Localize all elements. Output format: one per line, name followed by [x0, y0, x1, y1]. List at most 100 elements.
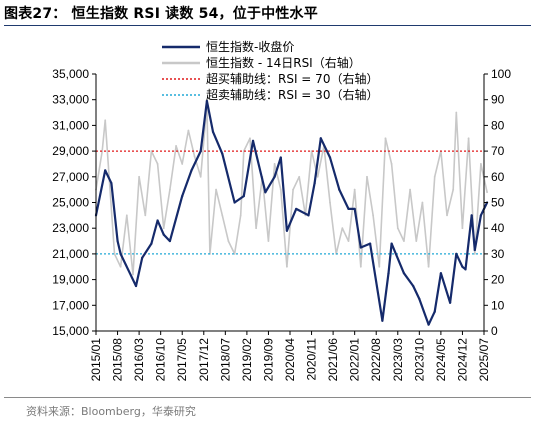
rsi-point	[132, 273, 134, 276]
index-point	[464, 268, 467, 271]
index-point	[307, 214, 310, 217]
rsi-point	[316, 175, 319, 178]
rsi-point	[390, 163, 393, 165]
rsi-point	[461, 227, 464, 230]
index-point	[205, 99, 208, 103]
rsi-line	[95, 104, 488, 276]
title-underline	[4, 25, 531, 26]
rsi-point	[144, 214, 147, 217]
y-left-tick-label: 19,000	[52, 273, 89, 287]
rsi-point	[347, 240, 350, 242]
index-point	[141, 256, 144, 259]
y-right-tick-label: 20	[491, 273, 505, 287]
rsi-point	[353, 188, 356, 191]
y-right-tick-label: 90	[491, 93, 505, 107]
rsi-point	[227, 240, 230, 242]
index-point	[190, 169, 193, 172]
index-point	[285, 229, 289, 232]
index-point	[251, 139, 255, 142]
axes-group: 15,000 17,000 19,000 21,000 23,000 25,000 27,0…	[52, 67, 511, 381]
index-point	[110, 182, 113, 185]
y-right-tick-label: 70	[491, 144, 505, 158]
rsi-point	[221, 214, 224, 217]
index-point	[295, 207, 298, 211]
rsi-point	[169, 188, 171, 191]
reference-lines-group	[96, 150, 484, 255]
x-tick-label: 2019/09	[261, 338, 275, 382]
rsi-point	[150, 150, 153, 153]
rsi-point	[193, 155, 196, 158]
rsi-point	[113, 253, 116, 255]
index-point	[402, 272, 406, 275]
index-point	[162, 233, 165, 236]
rsi-point	[409, 188, 411, 191]
index-point	[381, 319, 384, 322]
x-tick-label: 2020/11	[305, 338, 319, 381]
rsi-point	[298, 175, 301, 178]
x-tick-label: 2019/02	[240, 338, 254, 382]
x-tick-label: 2020/04	[283, 338, 297, 382]
index-point	[233, 201, 236, 204]
rsi-point	[415, 240, 418, 242]
y-left-tick-label: 25,000	[52, 196, 89, 210]
rsi-point	[452, 188, 455, 191]
y-left-tick-label: 21,000	[52, 247, 89, 261]
rsi-point	[162, 227, 165, 230]
index-point	[168, 239, 172, 243]
rsi-point	[255, 227, 258, 230]
rsi-point	[187, 129, 190, 132]
rsi-point	[267, 240, 270, 242]
legend-label-overbought: 超买辅助线：RSI = 70（右轴）	[206, 71, 378, 86]
chart-title: 图表27： 恒生指数 RSI 读数 54，位于中性水平	[4, 6, 318, 22]
index-point	[347, 207, 350, 211]
x-tick-label: 2017/05	[175, 338, 189, 382]
index-point	[279, 156, 282, 159]
rsi-point	[421, 201, 424, 204]
x-tick-label: 2021/06	[326, 338, 340, 382]
y-left-tick-label: 17,000	[52, 298, 89, 312]
rsi-series-group	[95, 103, 488, 276]
rsi-point	[446, 214, 448, 217]
rsi-point	[329, 201, 331, 204]
rsi-point	[156, 163, 159, 165]
source-note: 资料来源：Bloomberg，华泰研究	[26, 405, 196, 418]
rsi-point	[125, 214, 128, 217]
y-right-tick-label: 0	[491, 324, 498, 338]
rsi-point	[249, 137, 251, 140]
index-point	[156, 219, 159, 222]
rsi-point	[359, 265, 362, 268]
index-point	[455, 252, 458, 255]
index-point	[359, 246, 362, 249]
rsi-point	[138, 175, 141, 178]
index-point	[264, 191, 267, 194]
index-series-group	[94, 99, 489, 326]
index-point	[433, 310, 436, 313]
legend: 恒生指数-收盘价 恒生指数 - 14日RSI（右轴） 超买辅助线：RSI = 7…	[162, 39, 378, 102]
y-left-tick-label: 27,000	[52, 170, 89, 184]
index-point	[104, 169, 107, 172]
index-point	[353, 207, 356, 211]
y-right-tick-label: 50	[491, 196, 505, 210]
index-point	[134, 284, 138, 288]
y-right-tick-label: 10	[491, 298, 505, 312]
index-point	[439, 272, 442, 275]
rsi-point	[467, 137, 470, 140]
rsi-point	[286, 265, 288, 268]
rsi-point	[378, 265, 381, 268]
rsi-point	[480, 163, 482, 165]
rsi-point	[215, 188, 217, 191]
y-left-tick-label: 35,000	[52, 67, 89, 81]
index-point	[479, 214, 483, 217]
x-tick-label: 2015/08	[111, 338, 125, 382]
rsi-point	[372, 214, 375, 217]
index-point	[412, 284, 415, 288]
rsi-point	[292, 188, 294, 191]
y-left-tick-label: 33,000	[52, 93, 89, 107]
index-point	[273, 175, 276, 178]
x-tick-label: 2023/10	[412, 338, 426, 382]
x-tick-label: 2022/01	[348, 338, 362, 382]
index-point	[449, 301, 452, 304]
rsi-point	[175, 145, 177, 147]
index-point	[211, 130, 215, 133]
rsi-point	[273, 163, 276, 165]
